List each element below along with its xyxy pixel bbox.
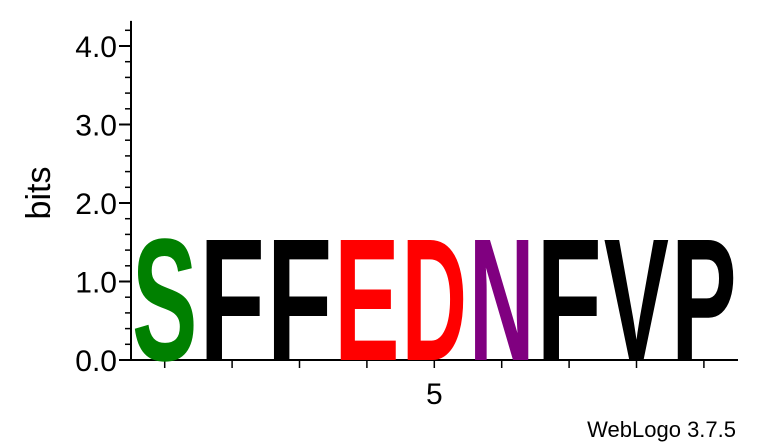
- y-tick-label: 1.0: [75, 267, 117, 300]
- weblogo-credit: WebLogo 3.7.5: [587, 417, 736, 442]
- y-tick-label: 3.0: [75, 110, 117, 143]
- y-tick-label: 4.0: [75, 31, 117, 64]
- logo-letter: N: [469, 203, 534, 398]
- logo-letter: F: [267, 202, 332, 397]
- logo-letter: S: [132, 202, 197, 397]
- logo-letter: D: [402, 203, 467, 398]
- logo-letter: V: [604, 202, 669, 397]
- y-axis: 0.0 1.0 2.0 3.0 4.0: [75, 20, 132, 378]
- logo-letter: E: [334, 202, 399, 397]
- logo-letter: F: [536, 202, 601, 397]
- x-tick-label: 5: [426, 378, 443, 411]
- logo-letter: P: [671, 202, 736, 397]
- y-tick-label: 0.0: [75, 345, 117, 378]
- logo-letter: F: [199, 202, 264, 397]
- y-axis-label: bits: [20, 167, 58, 220]
- y-tick-label: 2.0: [75, 188, 117, 221]
- x-axis: 5: [131, 359, 738, 411]
